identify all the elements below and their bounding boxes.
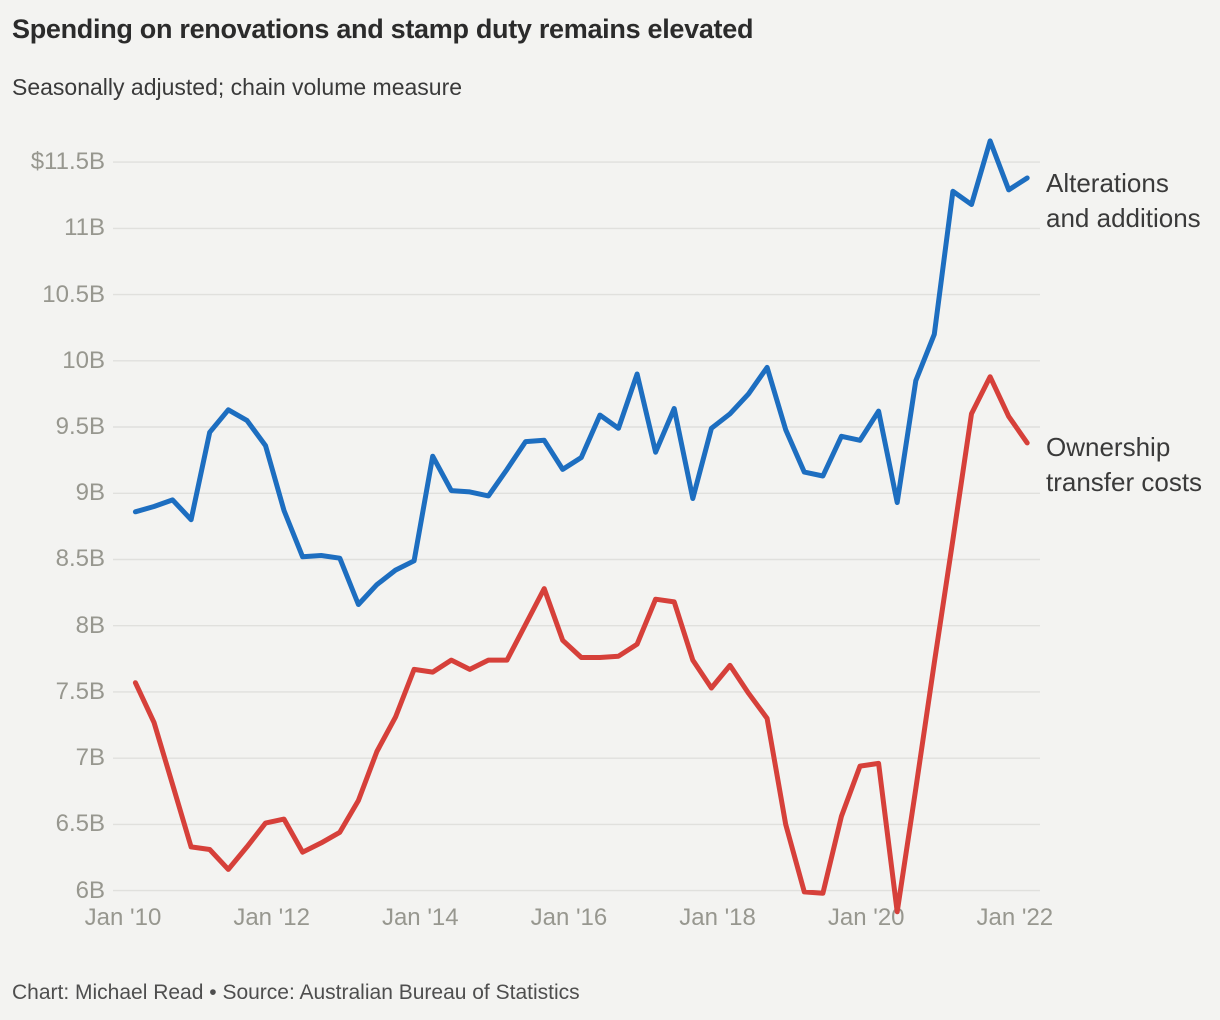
x-axis-tick-label: Jan '22 [976, 904, 1054, 931]
y-axis-tick-label: 7B [75, 744, 105, 772]
y-axis-tick-label: 8.5B [55, 545, 105, 573]
y-axis-tick-label: 7.5B [55, 677, 105, 705]
series-label-alterations-and-additions: Alterations and additions [1046, 168, 1201, 233]
chart-subtitle: Seasonally adjusted; chain volume measur… [12, 74, 463, 100]
y-axis-tick-label: 6B [75, 876, 105, 904]
y-axis-tick-label: 6.5B [55, 810, 105, 838]
y-axis-tick-label: 9B [75, 479, 105, 507]
series-label-ownership-transfer-costs: Ownership transfer costs [1046, 432, 1203, 497]
x-axis-tick-label: Jan '14 [381, 904, 459, 931]
y-axis-tick-label: $11.5B [30, 148, 105, 176]
y-axis-tick-label: 9.5B [55, 413, 105, 441]
chart-title: Spending on renovations and stamp duty r… [12, 14, 754, 44]
y-axis-tick-label: 10B [62, 346, 105, 374]
y-axis-tick-label: 10.5B [42, 280, 105, 308]
series-line-0 [132, 138, 1030, 607]
series-line-1 [132, 374, 1030, 915]
x-axis-tick-label: Jan '10 [84, 904, 162, 931]
x-axis-tick-label: Jan '16 [530, 904, 608, 931]
chart-footer-source: Chart: Michael Read • Source: Australian… [12, 981, 580, 1004]
y-axis-tick-label: 11B [64, 214, 105, 242]
x-axis-tick-label: Jan '12 [233, 904, 310, 931]
x-axis-tick-label: Jan '20 [827, 904, 905, 931]
y-axis-tick-label: 8B [75, 611, 105, 639]
x-axis-tick-label: Jan '18 [679, 904, 756, 931]
